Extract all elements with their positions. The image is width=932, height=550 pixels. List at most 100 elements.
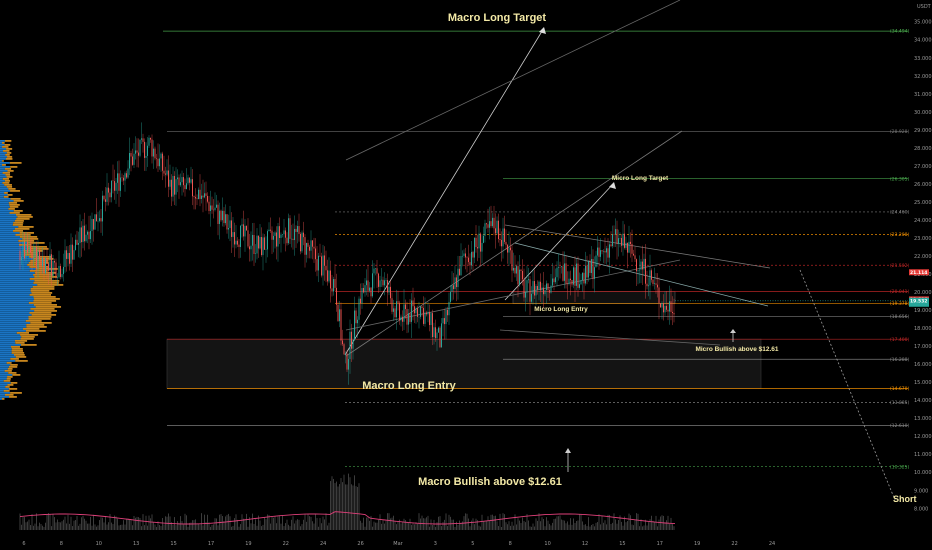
candle-body bbox=[484, 223, 486, 236]
profile-bar bbox=[0, 242, 27, 244]
price-levels: (34.494) (28.928) (26.305) (24.460) (23.208)… bbox=[163, 29, 910, 470]
candle-body bbox=[88, 231, 90, 240]
volume-bar bbox=[607, 514, 609, 530]
candle-body bbox=[555, 277, 556, 283]
volume-bar bbox=[279, 515, 280, 530]
candle-body bbox=[246, 225, 247, 231]
volume-bar bbox=[307, 514, 309, 530]
volume-bar bbox=[75, 520, 76, 530]
volume-bar bbox=[477, 520, 478, 530]
volume-bar bbox=[646, 525, 648, 530]
candle-body bbox=[103, 195, 105, 200]
volume-bar bbox=[507, 524, 508, 530]
candle-body bbox=[268, 229, 270, 232]
volume-bar bbox=[417, 523, 418, 530]
candle-body bbox=[264, 237, 265, 250]
volume-bar bbox=[81, 517, 82, 530]
arrow-head bbox=[730, 329, 736, 333]
volume-bar bbox=[225, 516, 226, 530]
candle-body bbox=[181, 177, 183, 183]
volume-bar bbox=[358, 483, 360, 530]
candle-body bbox=[213, 209, 214, 211]
volume-bar bbox=[163, 524, 165, 530]
candle-body bbox=[70, 244, 72, 264]
volume-bar bbox=[520, 523, 522, 530]
candle-body bbox=[96, 214, 97, 222]
profile-bar bbox=[0, 354, 14, 356]
profile-bar bbox=[0, 184, 5, 186]
candle-body bbox=[97, 220, 99, 222]
profile-bar bbox=[0, 290, 31, 292]
candle-body bbox=[93, 219, 94, 230]
profile-bar bbox=[0, 186, 7, 188]
candle-body bbox=[69, 253, 70, 264]
candle-body bbox=[199, 189, 201, 199]
profile-bar bbox=[0, 244, 20, 246]
candle-body bbox=[111, 180, 112, 198]
profile-bar bbox=[10, 358, 19, 360]
volume-bar bbox=[616, 523, 618, 530]
volume-bar bbox=[484, 521, 486, 530]
candle-body bbox=[565, 263, 567, 284]
candle-body bbox=[304, 237, 306, 255]
level-label: (10.325) bbox=[890, 464, 910, 470]
volume-bar bbox=[33, 525, 34, 530]
profile-bar bbox=[0, 250, 24, 252]
volume-bar bbox=[132, 525, 133, 530]
candle-body bbox=[292, 238, 294, 241]
candle-body bbox=[189, 177, 190, 183]
candle-body bbox=[157, 158, 159, 167]
volume-bar bbox=[412, 523, 414, 530]
candle-body bbox=[33, 257, 34, 259]
candle-body bbox=[372, 273, 373, 297]
profile-bar bbox=[0, 252, 24, 254]
volume-bar bbox=[84, 518, 85, 530]
profile-bar bbox=[34, 280, 60, 282]
candle-body bbox=[414, 306, 415, 314]
y-tick-label: 19.000 bbox=[914, 308, 932, 314]
volume-bar bbox=[36, 513, 37, 530]
volume-bar bbox=[249, 517, 250, 530]
volume-bar bbox=[391, 517, 393, 530]
candle-body bbox=[133, 153, 135, 165]
volume-bar bbox=[352, 485, 354, 530]
candle-body bbox=[234, 232, 235, 245]
profile-bar bbox=[8, 208, 15, 210]
candle-body bbox=[364, 285, 366, 293]
candle-body bbox=[291, 238, 292, 240]
volume-bar bbox=[630, 515, 631, 530]
volume-bar bbox=[289, 526, 291, 530]
candle-body bbox=[576, 263, 577, 286]
volume-bar bbox=[556, 516, 558, 530]
volume-bar bbox=[264, 517, 265, 530]
profile-bar bbox=[3, 150, 10, 152]
candle-body bbox=[318, 255, 319, 271]
profile-bar bbox=[0, 276, 35, 278]
volume-bar bbox=[217, 525, 219, 530]
profile-bar bbox=[26, 246, 47, 248]
volume-bar bbox=[252, 513, 253, 530]
candle-body bbox=[51, 254, 52, 276]
profile-bar bbox=[22, 238, 39, 240]
volume-bar bbox=[543, 518, 544, 530]
level-label: (23.208) bbox=[890, 232, 910, 238]
candle-body bbox=[625, 242, 627, 248]
profile-bar bbox=[10, 198, 21, 200]
volume-bar bbox=[354, 475, 355, 530]
profile-bar bbox=[21, 344, 37, 346]
profile-bar bbox=[10, 392, 22, 394]
candle-body bbox=[249, 246, 250, 250]
profile-bar bbox=[0, 296, 34, 298]
volume-bar bbox=[522, 517, 523, 530]
y-tick-label: 32.000 bbox=[914, 74, 932, 80]
volume-bar bbox=[561, 519, 562, 530]
volume-bar bbox=[261, 526, 262, 530]
candle-body bbox=[178, 177, 180, 186]
candle-body bbox=[165, 173, 166, 175]
profile-bar bbox=[32, 286, 55, 288]
profile-bar bbox=[26, 324, 45, 326]
short-line bbox=[799, 269, 896, 501]
volume-bar bbox=[186, 515, 187, 530]
profile-bar bbox=[25, 330, 46, 332]
